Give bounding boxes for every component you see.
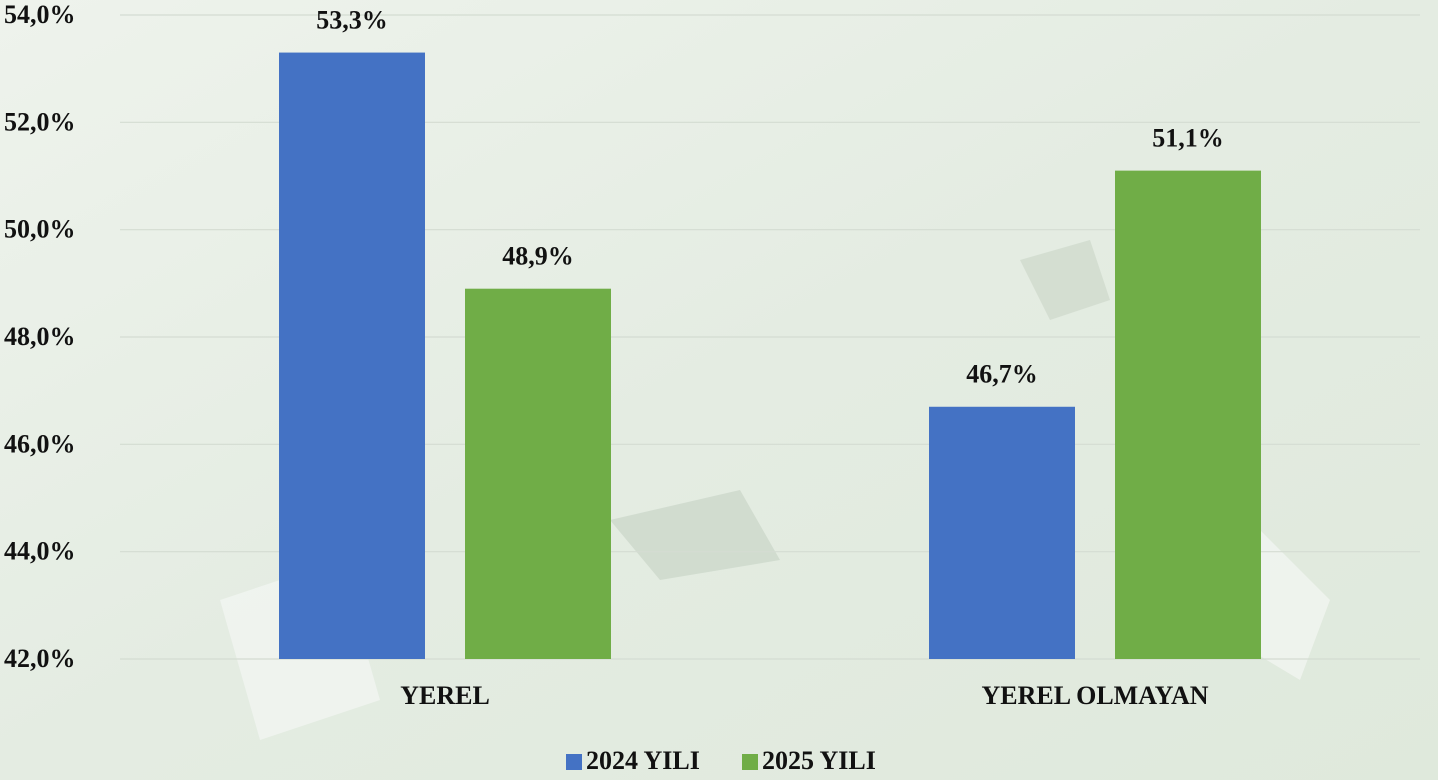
legend-swatch xyxy=(566,754,582,770)
decoration xyxy=(1020,240,1110,320)
y-tick-label: 48,0% xyxy=(4,322,76,351)
data-label: 46,7% xyxy=(966,360,1038,389)
y-tick-label: 54,0% xyxy=(4,0,76,29)
bar xyxy=(465,288,611,659)
y-tick-label: 46,0% xyxy=(4,429,76,458)
x-tick-label: YEREL OLMAYAN xyxy=(981,681,1208,710)
data-label: 48,9% xyxy=(502,242,574,271)
legend-swatch xyxy=(742,754,758,770)
y-tick-label: 52,0% xyxy=(4,107,76,136)
y-tick-label: 42,0% xyxy=(4,644,76,673)
bar xyxy=(1115,170,1261,659)
legend-label: 2024 YILI xyxy=(586,746,700,775)
y-tick-label: 44,0% xyxy=(4,537,76,566)
decoration xyxy=(610,490,780,580)
y-tick-label: 50,0% xyxy=(4,215,76,244)
decoration xyxy=(1250,530,1330,680)
x-tick-label: YEREL xyxy=(400,681,490,710)
legend-label: 2025 YILI xyxy=(762,746,876,775)
bar xyxy=(929,406,1075,659)
bar xyxy=(279,52,425,660)
data-label: 51,1% xyxy=(1152,124,1224,153)
data-label: 53,3% xyxy=(316,6,388,35)
